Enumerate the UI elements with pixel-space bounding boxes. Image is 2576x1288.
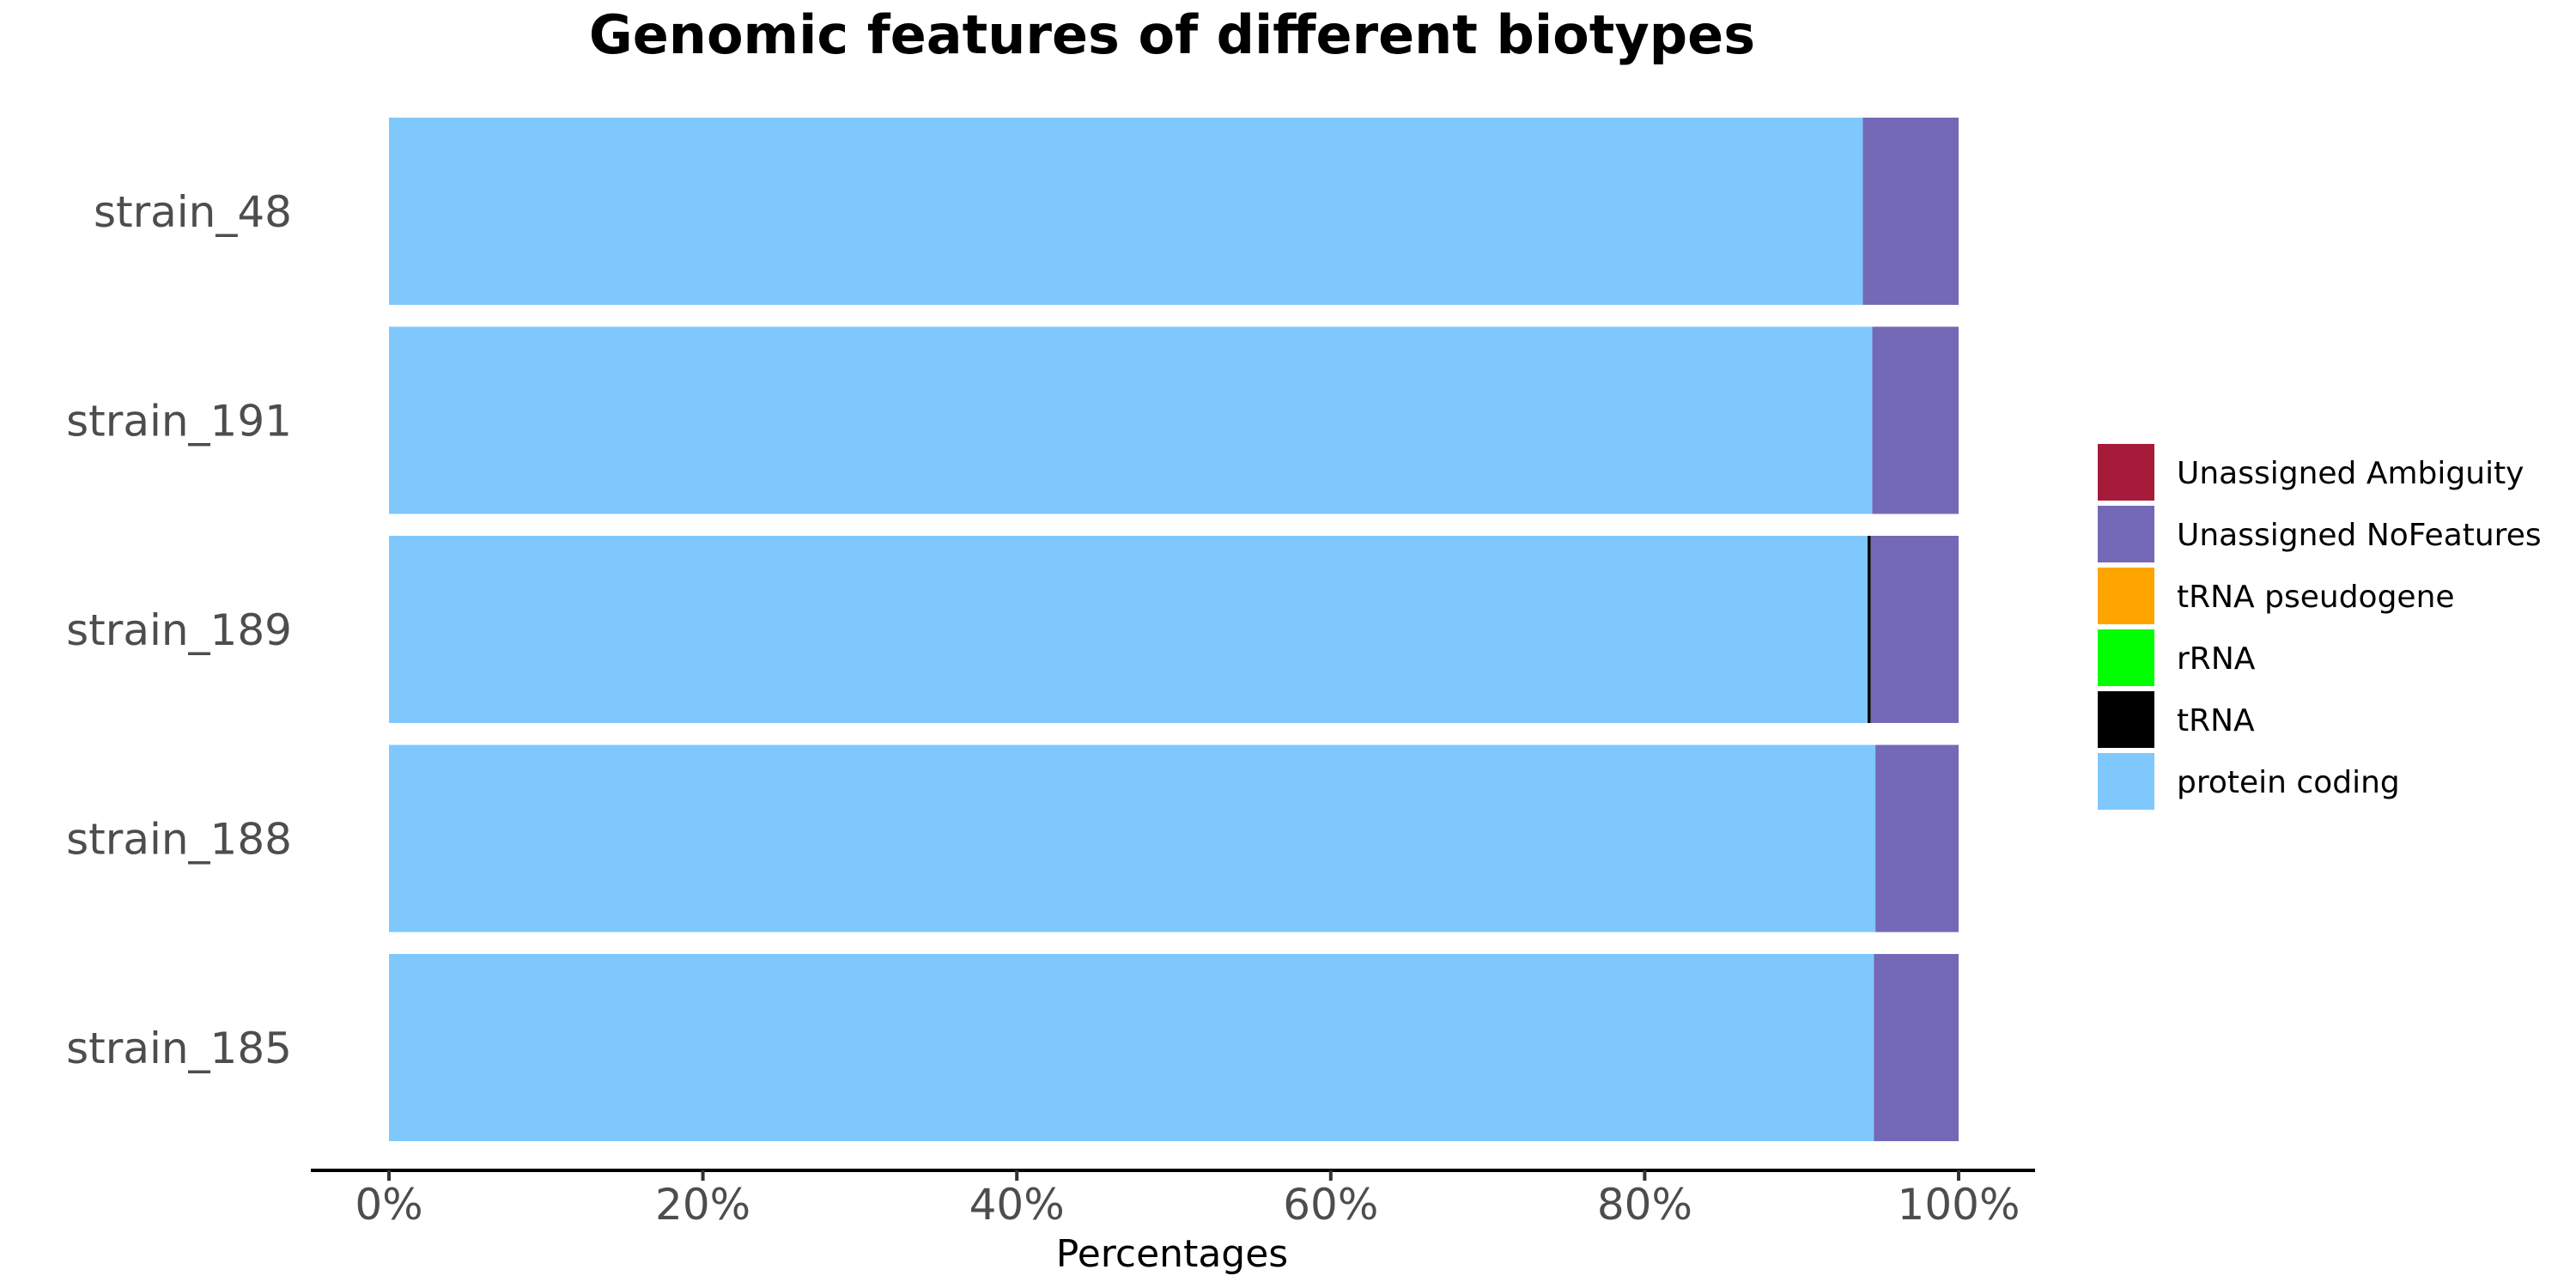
legend-swatch-rrna — [2098, 629, 2154, 686]
bar-strain-185-unassigned-nofeatures — [1874, 954, 1959, 1141]
category-label-strain-185: strain_185 — [66, 1024, 292, 1073]
x-tick-label: 40% — [969, 1180, 1065, 1230]
legend-swatch-unassigned-nofeatures — [2098, 506, 2154, 562]
x-tick-label: 20% — [655, 1180, 750, 1230]
category-label-strain-188: strain_188 — [66, 815, 292, 865]
x-axis-title: Percentages — [1056, 1232, 1288, 1276]
legend-label-protein-coding: protein coding — [2177, 765, 2400, 800]
legend-label-trna-pseudogene: tRNA pseudogene — [2177, 580, 2455, 615]
bar-strain-191-unassigned-nofeatures — [1872, 326, 1959, 514]
category-label-strain-191: strain_191 — [66, 397, 292, 447]
category-label-strain-189: strain_189 — [66, 605, 292, 655]
legend-swatch-unassigned-ambiguity — [2098, 444, 2154, 501]
bars-group — [389, 118, 1959, 1141]
bar-strain-189-trna — [1867, 536, 1871, 723]
legend-label-rrna: rRNA — [2177, 641, 2256, 677]
bar-strain-189-unassigned-nofeatures — [1870, 536, 1959, 723]
legend-label-trna: tRNA — [2177, 703, 2255, 738]
legend-swatch-trna — [2098, 691, 2154, 748]
x-tick-label: 80% — [1597, 1180, 1692, 1230]
bar-strain-48-unassigned-nofeatures — [1862, 118, 1959, 305]
legend-label-unassigned-ambiguity: Unassigned Ambiguity — [2177, 456, 2524, 491]
bar-strain-188-protein-coding — [389, 744, 1876, 933]
legend-swatch-trna-pseudogene — [2098, 568, 2154, 624]
bar-strain-189-protein-coding — [389, 536, 1868, 723]
bar-strain-188-unassigned-nofeatures — [1875, 744, 1959, 933]
x-tick-label: 0% — [355, 1180, 422, 1230]
x-tick-label: 100% — [1898, 1180, 2020, 1230]
bar-strain-185-protein-coding — [389, 954, 1874, 1141]
category-labels: strain_48 strain_191 strain_189 strain_188s… — [66, 187, 292, 1073]
x-tick-label: 60% — [1283, 1180, 1378, 1230]
chart-title: Genomic features of different biotypes — [589, 3, 1755, 66]
x-axis-ticks: 0% 20% 40% 60% 80% 100% — [355, 1170, 2020, 1230]
bar-strain-48-protein-coding — [389, 118, 1863, 305]
bar-strain-191-protein-coding — [389, 326, 1873, 514]
legend: Unassigned Ambiguity Unassigned NoFeature… — [2098, 444, 2542, 810]
legend-swatch-protein-coding — [2098, 753, 2154, 810]
legend-label-unassigned-nofeatures: Unassigned NoFeatures — [2177, 518, 2542, 553]
category-label-strain-48: strain_48 — [94, 187, 292, 237]
